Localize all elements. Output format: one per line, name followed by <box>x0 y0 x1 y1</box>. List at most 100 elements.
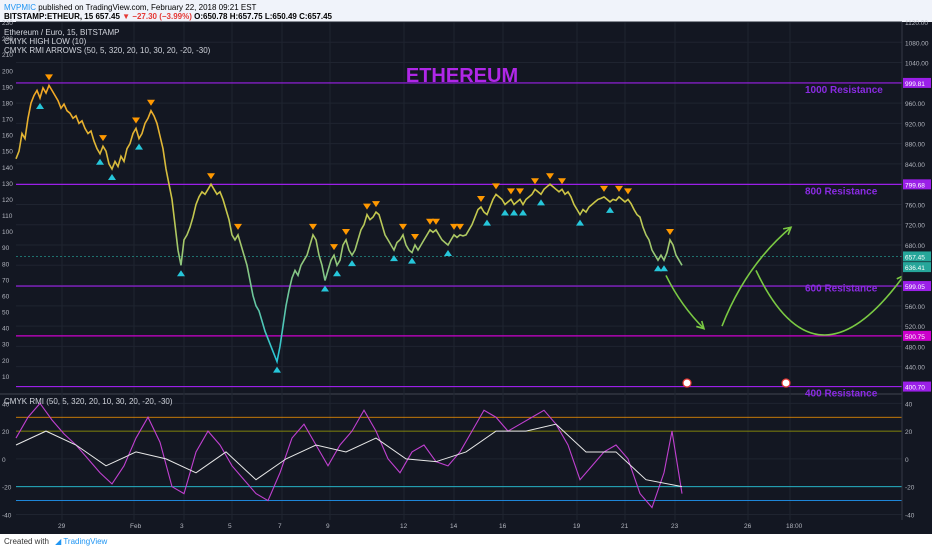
down-arrow-marker <box>546 173 554 180</box>
left-tick-label: 90 <box>2 245 10 252</box>
up-arrow-marker <box>606 206 614 213</box>
down-arrow-marker <box>234 223 242 230</box>
right-tick-label: 1080.00 <box>905 40 929 47</box>
chart-background <box>0 0 932 534</box>
price-tag-label: 799.68 <box>905 182 925 189</box>
up-arrow-marker <box>408 257 416 264</box>
last-price: 657.45 <box>95 12 120 21</box>
price-tag <box>903 251 931 262</box>
rmi-left-tick: -20 <box>2 485 12 492</box>
projection-arrow <box>721 226 792 327</box>
left-tick-label: 140 <box>2 165 13 172</box>
x-tick-label: 29 <box>58 523 66 530</box>
x-tick-label: 26 <box>744 523 752 530</box>
down-arrow-marker <box>666 228 674 235</box>
down-arrow-marker <box>207 173 215 180</box>
up-arrow-marker <box>537 199 545 206</box>
down-arrow-marker <box>477 196 485 202</box>
up-arrow-marker <box>501 209 509 216</box>
legend-rmi[interactable]: CMYK RMI (50, 5, 320, 20, 10, 30, 20, -2… <box>4 397 173 406</box>
x-tick-label: 9 <box>326 523 330 530</box>
left-tick-label: 130 <box>2 181 13 188</box>
up-arrow-marker <box>576 219 584 226</box>
rmi-right-tick: -40 <box>905 512 915 519</box>
x-tick-label: 5 <box>228 523 232 530</box>
left-tick-label: 110 <box>2 213 13 220</box>
left-tick-label: 160 <box>2 133 13 140</box>
up-arrow-marker <box>108 173 116 180</box>
left-tick-label: 40 <box>2 326 10 333</box>
up-arrow-marker <box>654 265 662 272</box>
price-tag <box>903 381 931 392</box>
right-tick-label: 960.00 <box>905 101 925 108</box>
rmi-right-tick: 0 <box>905 457 909 464</box>
left-tick-label: 230 <box>2 20 13 27</box>
event-marker-icon <box>682 378 692 388</box>
down-arrow-marker <box>45 74 53 81</box>
ohlc-values: O:650.78 H:657.75 L:650.49 C:657.45 <box>194 12 332 21</box>
symbol: BITSTAMP:ETHEUR, 15 <box>4 12 94 21</box>
up-arrow-marker <box>273 366 281 373</box>
down-arrow-marker <box>309 223 317 230</box>
price-tag-label: 599.05 <box>905 284 925 291</box>
publish-info: MVPMIC published on TradingView.com, Feb… <box>4 3 256 13</box>
rmi-left-tick: 40 <box>2 401 10 408</box>
event-marker-icon <box>781 378 791 388</box>
price-series-line <box>15 83 683 365</box>
down-arrow-marker <box>558 178 566 185</box>
up-arrow-marker <box>348 260 356 267</box>
up-arrow-marker <box>333 270 341 277</box>
right-tick-label: 480.00 <box>905 344 925 351</box>
x-tick-label: 23 <box>671 523 679 530</box>
left-tick-label: 70 <box>2 277 10 284</box>
left-tick-label: 20 <box>2 358 10 365</box>
down-arrow-marker <box>363 203 371 210</box>
chart-canvas: 1000 Resistance 800 Resistance 600 Resista… <box>0 0 932 534</box>
publisher-link[interactable]: MVPMIC <box>4 3 36 12</box>
down-arrow-marker <box>372 201 380 208</box>
legend-rmi-arrows[interactable]: CMYK RMI ARROWS (50, 5, 320, 20, 10, 30,… <box>4 46 211 55</box>
projection-arrow <box>665 275 705 330</box>
left-tick-label: 120 <box>2 197 13 204</box>
price-tag <box>903 77 931 88</box>
down-arrow-marker <box>450 223 458 230</box>
left-tick-label: 150 <box>2 149 13 156</box>
right-tick-label: 760.00 <box>905 202 925 209</box>
down-arrow-marker <box>531 178 539 185</box>
resistance-label: 1000 Resistance <box>805 85 883 96</box>
created-with-text: Created with <box>4 537 49 546</box>
price-tag <box>903 262 931 273</box>
up-arrow-marker <box>390 255 398 262</box>
legend-high-low[interactable]: CMYK HIGH LOW (10) <box>4 37 87 46</box>
resistance-label: 800 Resistance <box>805 186 878 197</box>
rmi-right-tick: 40 <box>905 401 913 408</box>
footer: Created with ◢ TradingView <box>0 534 932 550</box>
price-tag-label: 400.70 <box>905 385 925 392</box>
down-arrow-marker <box>132 117 140 124</box>
down-arrow-marker <box>507 188 515 195</box>
left-tick-label: 220 <box>2 36 13 43</box>
left-tick-label: 10 <box>2 374 10 381</box>
right-tick-label: 880.00 <box>905 142 925 149</box>
right-tick-label: 520.00 <box>905 324 925 331</box>
left-tick-label: 80 <box>2 261 10 268</box>
up-arrow-marker <box>135 143 143 150</box>
up-arrow-marker <box>519 209 527 216</box>
rmi-series-line <box>15 402 683 509</box>
down-arrow-marker <box>492 183 500 190</box>
down-arrow-marker <box>615 185 623 192</box>
left-tick-label: 50 <box>2 310 10 317</box>
up-arrow-marker <box>321 285 329 292</box>
price-tag-label: 500.75 <box>905 334 925 341</box>
symbol-line: BITSTAMP:ETHEUR, 15 657.45 ▼ −27.30 (−3.… <box>4 12 332 22</box>
right-tick-label: 440.00 <box>905 365 925 372</box>
price-tag <box>903 281 931 292</box>
legend-pair[interactable]: Ethereum / Euro, 15, BITSTAMP <box>4 28 120 37</box>
x-tick-label: 7 <box>278 523 282 530</box>
tradingview-brand[interactable]: TradingView <box>63 537 108 546</box>
right-tick-label: 1120.00 <box>905 20 928 27</box>
down-arrow-marker <box>624 188 632 195</box>
price-tag-label: 657.45 <box>905 254 925 261</box>
up-arrow-marker <box>177 270 185 277</box>
up-arrow-marker <box>510 209 518 216</box>
